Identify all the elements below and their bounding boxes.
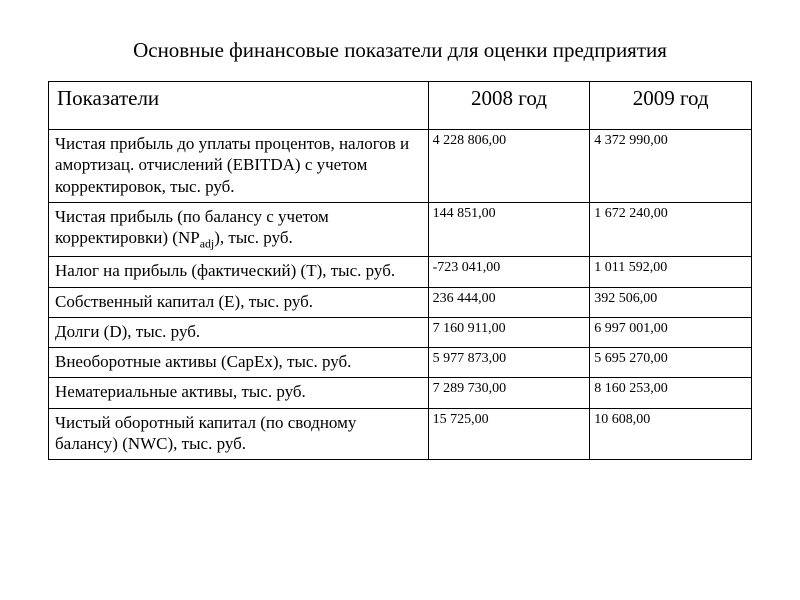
value-2009: 1 011 592,00	[590, 257, 752, 287]
table-row: Чистый оборотный капитал (по сводному ба…	[49, 408, 752, 460]
table-row: Чистая прибыль до уплаты процентов, нало…	[49, 130, 752, 203]
page-title: Основные финансовые показатели для оценк…	[48, 38, 752, 63]
value-2009: 392 506,00	[590, 287, 752, 317]
value-2008: 7 289 730,00	[428, 378, 590, 408]
indicator-cell: Собственный капитал (E), тыс. руб.	[49, 287, 429, 317]
table-row: Нематериальные активы, тыс. руб.7 289 73…	[49, 378, 752, 408]
col-header-indicator: Показатели	[49, 82, 429, 130]
table-row: Собственный капитал (E), тыс. руб.236 44…	[49, 287, 752, 317]
indicator-cell: Налог на прибыль (фактический) (T), тыс.…	[49, 257, 429, 287]
value-2009: 5 695 270,00	[590, 348, 752, 378]
table-row: Чистая прибыль (по балансу с учетом корр…	[49, 202, 752, 257]
indicator-cell: Чистый оборотный капитал (по сводному ба…	[49, 408, 429, 460]
value-2008: 15 725,00	[428, 408, 590, 460]
col-header-2009: 2009 год	[590, 82, 752, 130]
value-2008: -723 041,00	[428, 257, 590, 287]
indicator-cell: Внеоборотные активы (CapEx), тыс. руб.	[49, 348, 429, 378]
value-2008: 5 977 873,00	[428, 348, 590, 378]
indicator-cell: Нематериальные активы, тыс. руб.	[49, 378, 429, 408]
table-header-row: Показатели 2008 год 2009 год	[49, 82, 752, 130]
value-2009: 6 997 001,00	[590, 317, 752, 347]
value-2008: 4 228 806,00	[428, 130, 590, 203]
financial-table: Показатели 2008 год 2009 год Чистая приб…	[48, 81, 752, 460]
value-2008: 7 160 911,00	[428, 317, 590, 347]
value-2009: 8 160 253,00	[590, 378, 752, 408]
table-row: Налог на прибыль (фактический) (T), тыс.…	[49, 257, 752, 287]
value-2009: 4 372 990,00	[590, 130, 752, 203]
table-row: Долги (D), тыс. руб.7 160 911,006 997 00…	[49, 317, 752, 347]
table-body: Чистая прибыль до уплаты процентов, нало…	[49, 130, 752, 460]
value-2009: 1 672 240,00	[590, 202, 752, 257]
table-row: Внеоборотные активы (CapEx), тыс. руб.5 …	[49, 348, 752, 378]
col-header-2008: 2008 год	[428, 82, 590, 130]
indicator-cell: Долги (D), тыс. руб.	[49, 317, 429, 347]
value-2008: 144 851,00	[428, 202, 590, 257]
indicator-cell: Чистая прибыль (по балансу с учетом корр…	[49, 202, 429, 257]
value-2009: 10 608,00	[590, 408, 752, 460]
indicator-cell: Чистая прибыль до уплаты процентов, нало…	[49, 130, 429, 203]
value-2008: 236 444,00	[428, 287, 590, 317]
